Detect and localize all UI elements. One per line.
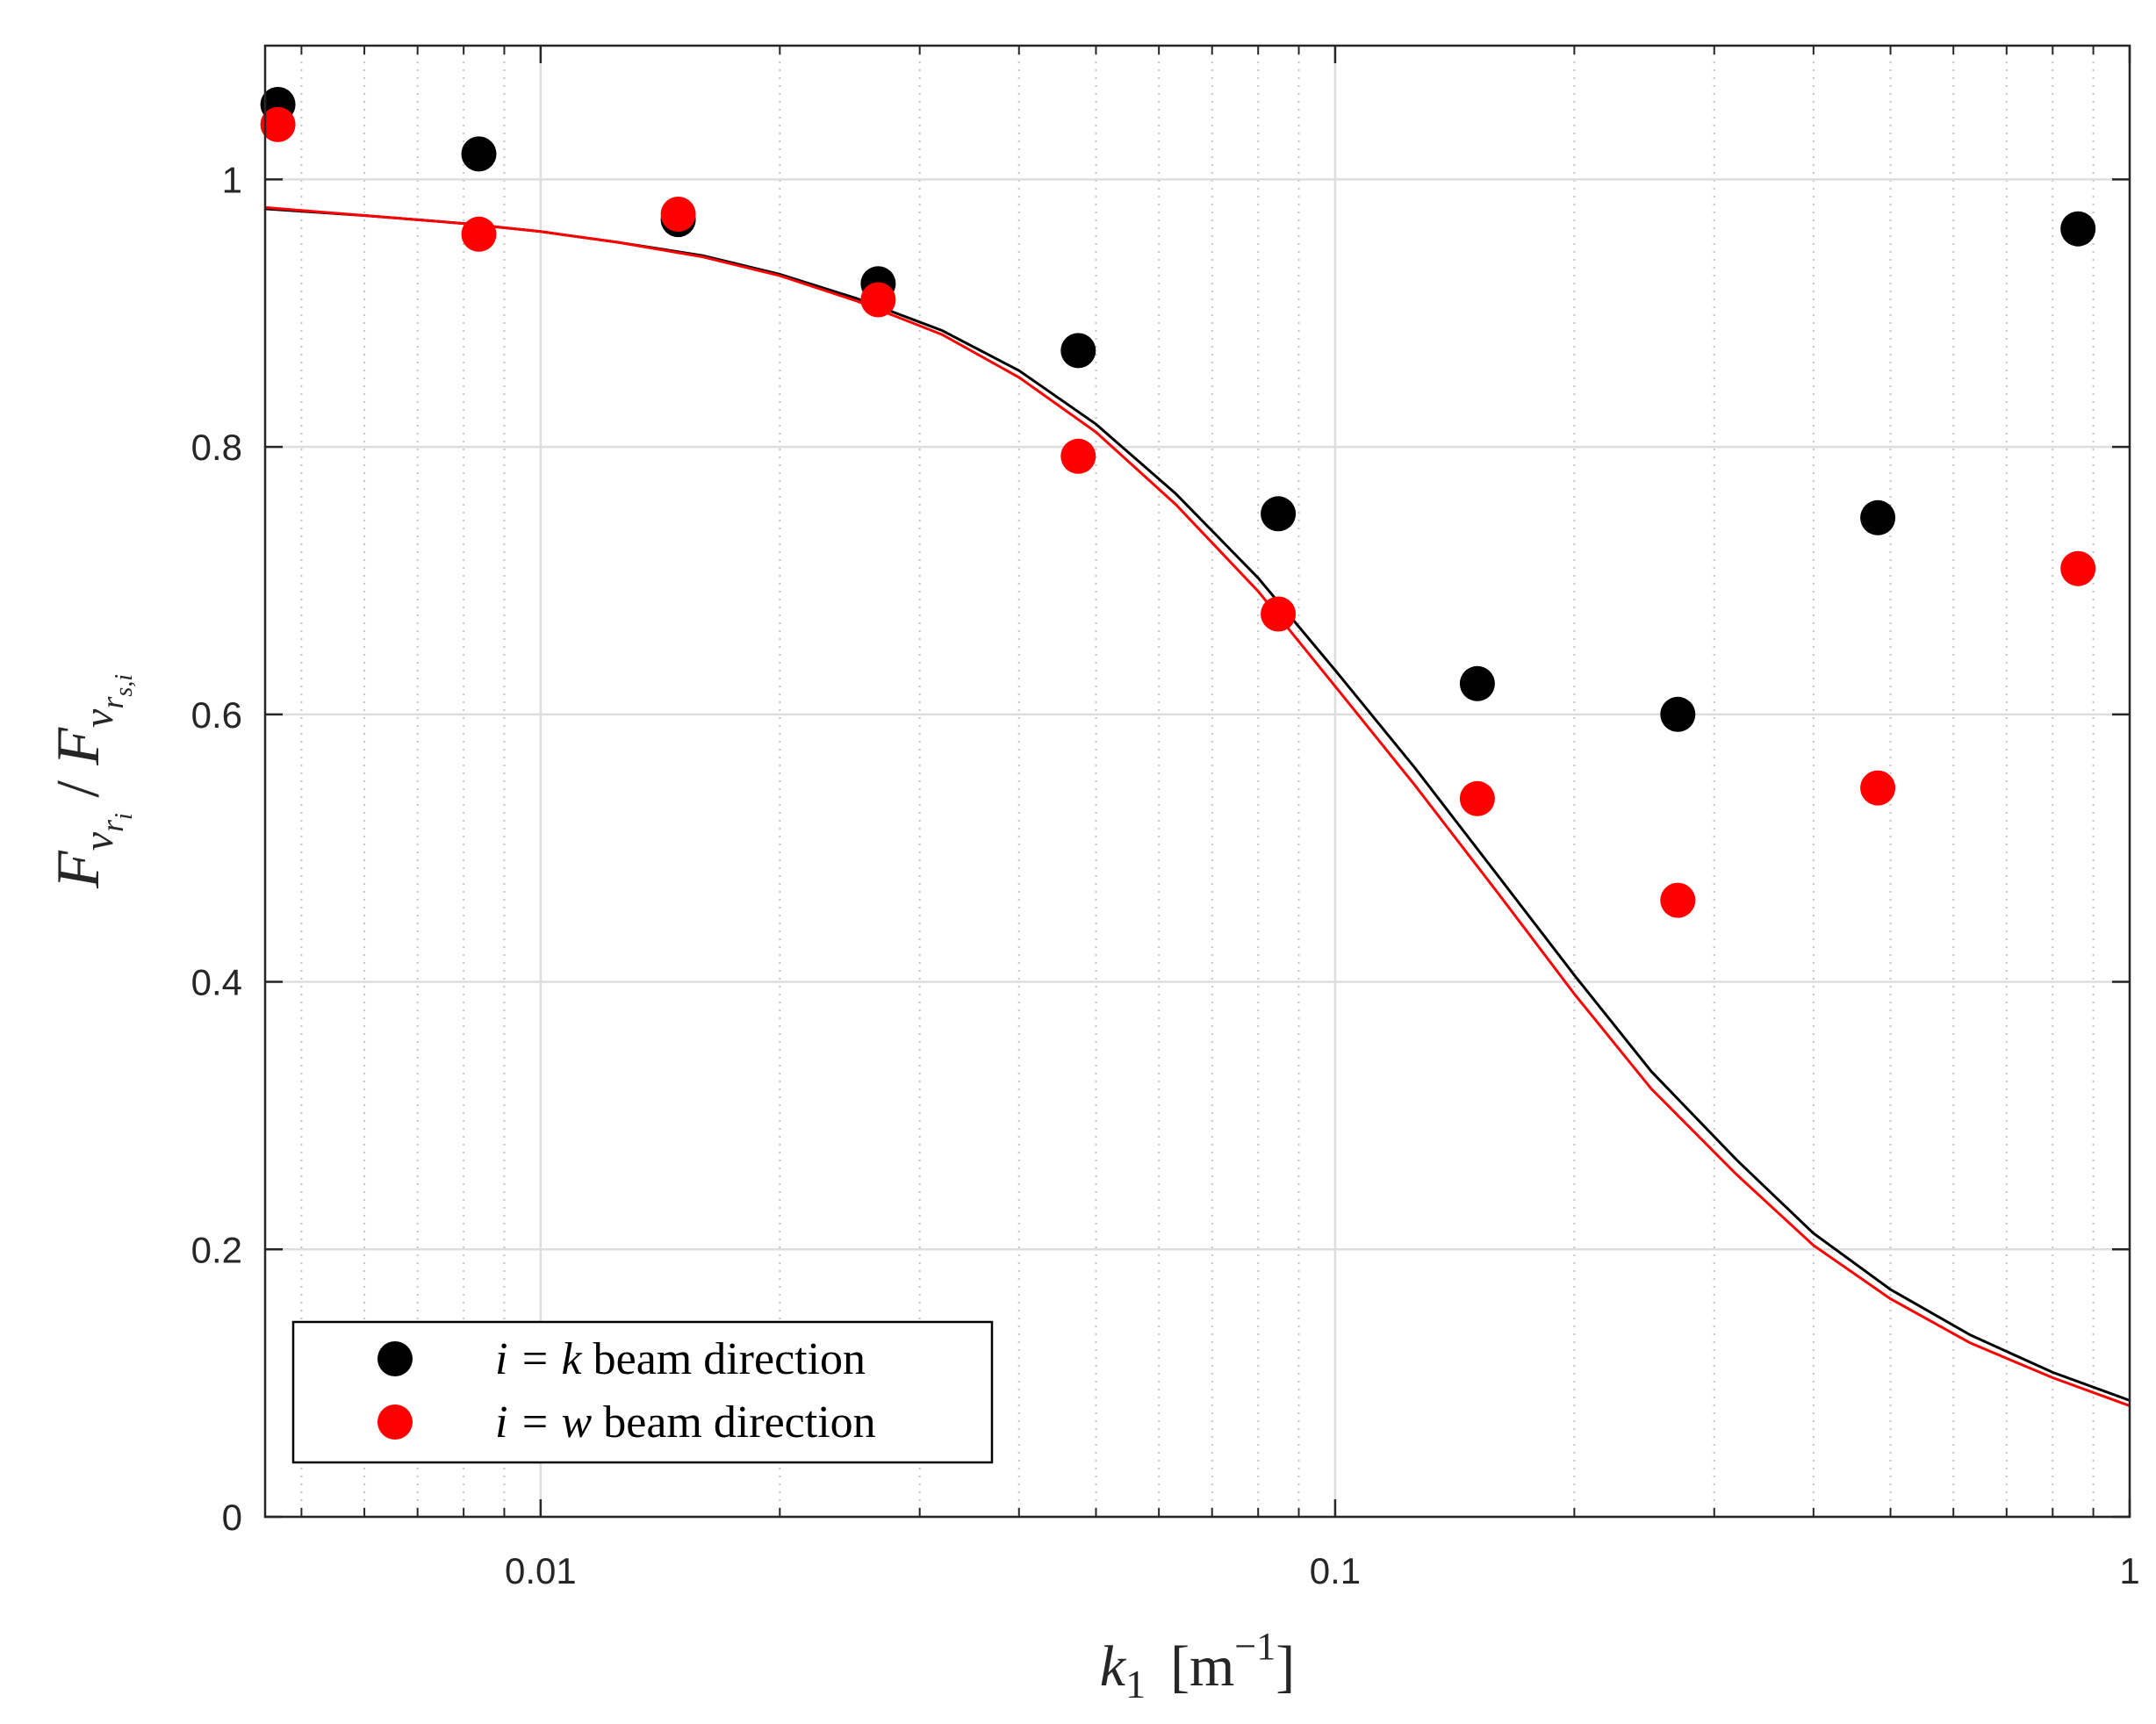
axis-ticks <box>265 46 2131 1519</box>
data-point <box>1060 438 1096 474</box>
tick-labels: 0.01 0.1 1 0 0.2 0.4 0.6 0.8 1 <box>191 159 2140 1591</box>
y-tick-label: 0.4 <box>191 962 242 1003</box>
data-point <box>1660 696 1696 732</box>
y-tick-label: 0.2 <box>191 1229 242 1270</box>
data-point <box>1459 665 1495 701</box>
series-line <box>264 205 2131 1407</box>
legend-marker-k <box>377 1341 413 1376</box>
x-tick-label: 1 <box>2119 1550 2139 1591</box>
legend-label-k: i = k beam direction <box>495 1334 866 1384</box>
data-point <box>461 216 497 252</box>
y-tick-label: 0 <box>222 1497 242 1538</box>
x-tick-label: 0.01 <box>505 1550 577 1591</box>
x-tick-label: 0.1 <box>1310 1550 1361 1591</box>
data-point <box>1660 882 1696 918</box>
data-points <box>260 87 2096 918</box>
y-axis-label: Fvri / Fvrs,i <box>45 674 138 889</box>
plot-area <box>265 46 2130 1517</box>
data-point <box>260 106 296 142</box>
data-point <box>2060 550 2096 586</box>
data-point <box>1459 780 1495 816</box>
legend-label-w: i = w beam direction <box>495 1397 876 1447</box>
data-point <box>660 197 696 232</box>
data-point <box>1261 596 1297 632</box>
data-point <box>860 282 896 318</box>
x-axis-label: k1 [m−1] <box>1100 1625 1295 1706</box>
model-lines <box>264 205 2131 1407</box>
data-point <box>1261 496 1297 532</box>
y-tick-label: 0.8 <box>191 427 242 468</box>
data-point <box>1060 333 1096 369</box>
legend-box <box>291 1320 994 1464</box>
y-tick-label: 0.6 <box>191 694 242 736</box>
axes-frame <box>263 44 2131 1519</box>
data-point <box>1860 499 1896 535</box>
y-tick-label: 1 <box>222 159 242 200</box>
legend: i = k beam direction i = w beam directio… <box>291 1320 994 1464</box>
data-point <box>1860 770 1896 806</box>
data-point <box>461 136 497 172</box>
data-point <box>2060 211 2096 247</box>
legend-marker-w <box>377 1404 413 1440</box>
